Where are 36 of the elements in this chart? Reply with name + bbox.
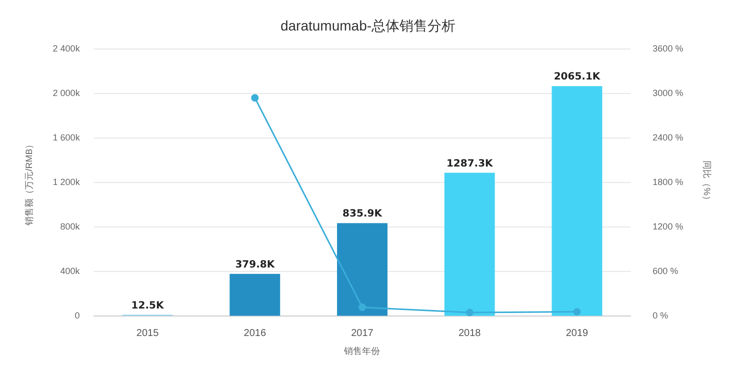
chart-title: daratumumab-总体销售分析: [280, 17, 456, 34]
data-label: 12.5K: [131, 300, 165, 312]
y-tick-label: 1 600k: [52, 132, 80, 142]
data-label: 1287.3K: [446, 158, 494, 170]
y-axis-title: 销售额（万元/RMB）: [24, 140, 34, 226]
y2-axis-title: 同比（%）: [702, 160, 712, 205]
y-tick-label: 800k: [60, 222, 80, 232]
bar: [444, 172, 495, 316]
x-tick-label: 2016: [244, 328, 266, 339]
y2-tick-label: 0 %: [652, 310, 668, 321]
y-tick-label: 2 000k: [52, 88, 80, 98]
data-label: 2065.1K: [554, 72, 602, 83]
x-tick-label: 2015: [136, 328, 160, 339]
y2-tick-label: 1200 %: [652, 222, 684, 232]
data-label: 379.8K: [235, 259, 276, 270]
x-tick-label: 2018: [458, 328, 482, 339]
x-tick-label: 2017: [351, 328, 374, 339]
x-axis-title: 销售年份: [343, 346, 380, 356]
y2-tick-label: 3600 %: [652, 43, 684, 54]
y-tick-label: 1 200k: [52, 176, 80, 187]
y2-tick-label: 600 %: [652, 266, 678, 276]
y-tick-label: 2 400k: [52, 43, 80, 54]
y2-tick-label: 2400 %: [652, 132, 684, 142]
bar: [552, 86, 602, 316]
point: [358, 304, 366, 312]
y2-tick-label: 3000 %: [652, 88, 684, 98]
bar: [230, 274, 280, 316]
point: [573, 308, 581, 316]
point: [466, 308, 474, 316]
y-tick-label: 400k: [60, 266, 80, 276]
point: [251, 94, 259, 102]
y-tick-label: 0: [74, 310, 80, 321]
y2-tick-label: 1800 %: [652, 176, 684, 187]
data-label: 835.9K: [342, 208, 384, 220]
x-tick-label: 2019: [566, 328, 589, 339]
bar: [337, 223, 388, 316]
